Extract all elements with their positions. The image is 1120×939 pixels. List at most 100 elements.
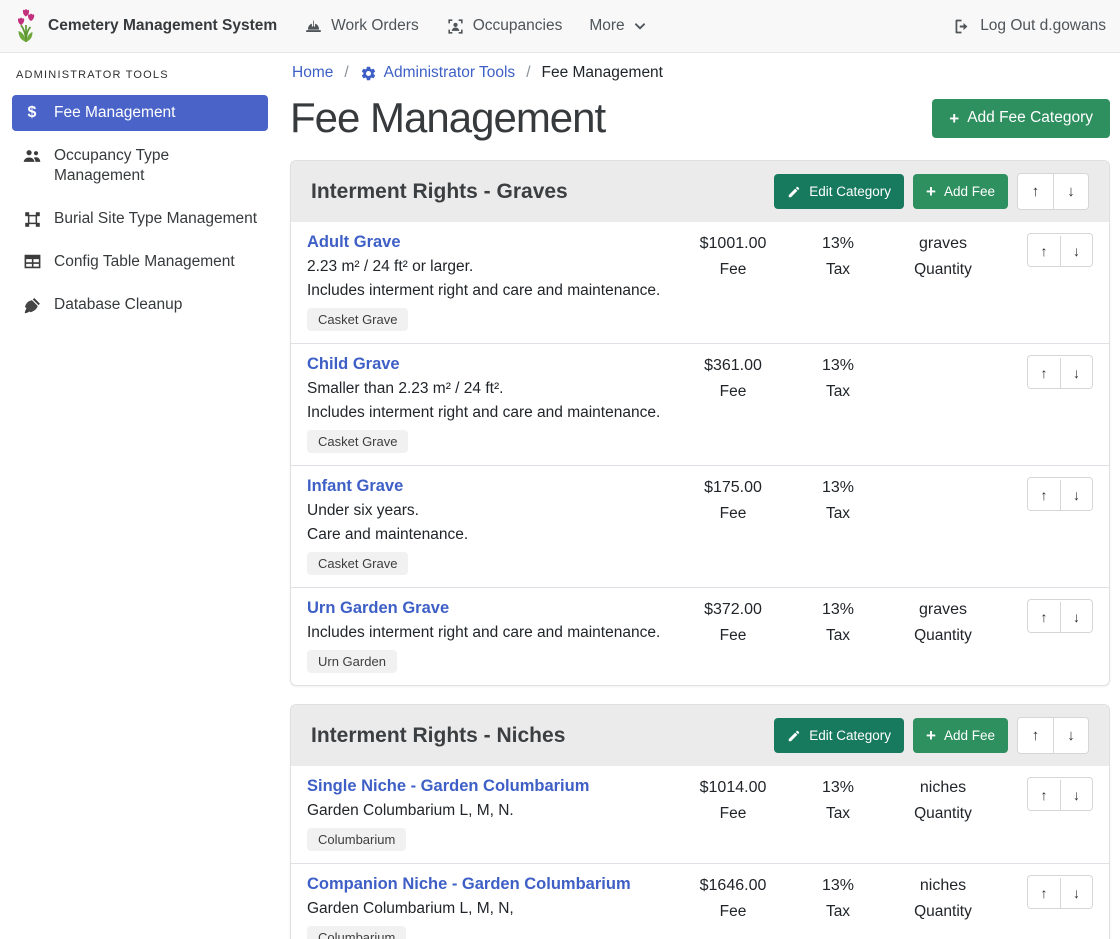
fee-descriptions: Includes interment right and care and ma…: [307, 624, 673, 642]
move-fee-up-button[interactable]: ↑: [1028, 236, 1060, 266]
nav-item-occupancies[interactable]: Occupancies: [446, 17, 563, 36]
move-fee-down-button[interactable]: ↓: [1060, 236, 1092, 266]
add-fee-button[interactable]: + Add Fee: [913, 718, 1008, 753]
move-fee-up-button[interactable]: ↑: [1028, 602, 1060, 632]
fee-name-link[interactable]: Urn Garden Grave: [307, 599, 449, 618]
add-fee-label: Add Fee: [944, 184, 995, 199]
sidebar: ADMINISTRATOR TOOLS $ Fee Management Occ…: [0, 53, 280, 939]
page-layout: ADMINISTRATOR TOOLS $ Fee Management Occ…: [0, 53, 1120, 939]
fee-category-card: Interment Rights - Graves Edit Category …: [290, 160, 1110, 686]
move-fee-down-button[interactable]: ↓: [1060, 878, 1092, 908]
edit-category-button[interactable]: Edit Category: [774, 718, 904, 753]
tax-value: 13%: [793, 479, 883, 497]
sidebar-item-database-cleanup[interactable]: Database Cleanup: [12, 287, 268, 323]
logout-button[interactable]: Log Out d.gowans: [952, 17, 1106, 36]
hard-hat-icon: [304, 17, 323, 36]
fee-description: Garden Columbarium L, M, N,: [307, 900, 673, 918]
category-body: Adult Grave 2.23 m² / 24 ft² or larger.I…: [291, 222, 1109, 685]
app-brand[interactable]: Cemetery Management System: [14, 9, 277, 43]
sidebar-item-burial-site-type-management[interactable]: Burial Site Type Management: [12, 201, 268, 237]
fee-tax-col: 13% Tax: [793, 875, 883, 921]
fee-name-link[interactable]: Child Grave: [307, 355, 400, 374]
top-navbar: Cemetery Management System Work Orders O…: [0, 0, 1120, 53]
move-fee-up-button[interactable]: ↑: [1028, 480, 1060, 510]
move-fee-up-button[interactable]: ↑: [1028, 780, 1060, 810]
tax-value: 13%: [793, 235, 883, 253]
move-fee-up-button[interactable]: ↑: [1028, 878, 1060, 908]
fee-category-card: Interment Rights - Niches Edit Category …: [290, 704, 1110, 939]
add-fee-category-button[interactable]: + Add Fee Category: [932, 99, 1110, 138]
move-category-down-button[interactable]: ↓: [1053, 718, 1088, 753]
move-fee-down-button[interactable]: ↓: [1060, 480, 1092, 510]
breadcrumb-admin-tools-link[interactable]: Administrator Tools: [360, 64, 516, 82]
add-fee-button[interactable]: + Add Fee: [913, 174, 1008, 209]
move-fee-down-button[interactable]: ↓: [1060, 358, 1092, 388]
fee-amount-label: Fee: [673, 627, 793, 645]
down-arrow-icon: ↓: [1067, 727, 1075, 744]
tax-label: Tax: [793, 903, 883, 921]
move-category-down-button[interactable]: ↓: [1053, 174, 1088, 209]
move-fee-up-button[interactable]: ↑: [1028, 358, 1060, 388]
breadcrumb-home-link[interactable]: Home: [292, 64, 333, 82]
add-fee-category-label: Add Fee Category: [967, 109, 1093, 127]
fee-descriptions: 2.23 m² / 24 ft² or larger.Includes inte…: [307, 258, 673, 300]
nav-item-label: Work Orders: [331, 17, 419, 35]
fee-row: Single Niche - Garden Columbarium Garden…: [291, 766, 1109, 863]
fee-name-link[interactable]: Single Niche - Garden Columbarium: [307, 777, 589, 796]
sidebar-item-fee-management[interactable]: $ Fee Management: [12, 95, 268, 131]
quantity-label: Quantity: [883, 261, 1003, 279]
fee-unit-col: graves Quantity: [883, 599, 1003, 645]
fee-amount-label: Fee: [673, 261, 793, 279]
fee-amount-col: $175.00 Fee: [673, 477, 793, 523]
fee-description: Includes interment right and care and ma…: [307, 404, 673, 422]
tax-value: 13%: [793, 877, 883, 895]
move-category-up-button[interactable]: ↑: [1018, 718, 1053, 753]
tax-label: Tax: [793, 383, 883, 401]
down-arrow-icon: ↓: [1073, 609, 1080, 625]
move-fee-down-button[interactable]: ↓: [1060, 780, 1092, 810]
category-reorder-group: ↑ ↓: [1017, 173, 1089, 210]
tax-label: Tax: [793, 505, 883, 523]
category-actions: Edit Category + Add Fee ↑ ↓: [774, 173, 1089, 210]
down-arrow-icon: ↓: [1073, 243, 1080, 259]
fee-description: 2.23 m² / 24 ft² or larger.: [307, 258, 673, 276]
fee-tax-col: 13% Tax: [793, 233, 883, 279]
move-fee-down-button[interactable]: ↓: [1060, 602, 1092, 632]
fee-amount-col: $1001.00 Fee: [673, 233, 793, 279]
category-title: Interment Rights - Graves: [311, 180, 774, 204]
category-header: Interment Rights - Graves Edit Category …: [291, 161, 1109, 222]
fee-description: Garden Columbarium L, M, N.: [307, 802, 673, 820]
fee-reorder-group: ↑ ↓: [1027, 233, 1093, 267]
vector-square-icon: [22, 210, 42, 229]
up-arrow-icon: ↑: [1041, 487, 1048, 503]
fee-reorder-group: ↑ ↓: [1027, 477, 1093, 511]
logout-label: Log Out d.gowans: [980, 17, 1106, 35]
fee-amount-col: $1014.00 Fee: [673, 777, 793, 823]
fee-unit-col: graves Quantity: [883, 233, 1003, 279]
sidebar-item-occupancy-type-management[interactable]: Occupancy Type Management: [12, 138, 268, 194]
tax-label: Tax: [793, 627, 883, 645]
fee-tax-col: 13% Tax: [793, 355, 883, 401]
edit-category-button[interactable]: Edit Category: [774, 174, 904, 209]
fee-name-link[interactable]: Companion Niche - Garden Columbarium: [307, 875, 631, 894]
down-arrow-icon: ↓: [1073, 487, 1080, 503]
sidebar-item-label: Occupancy Type Management: [54, 146, 258, 186]
nav-item-more[interactable]: More: [589, 17, 646, 35]
nav-item-work-orders[interactable]: Work Orders: [304, 17, 419, 36]
tax-value: 13%: [793, 779, 883, 797]
up-arrow-icon: ↑: [1041, 787, 1048, 803]
fee-description: Smaller than 2.23 m² / 24 ft².: [307, 380, 673, 398]
down-arrow-icon: ↓: [1073, 787, 1080, 803]
dollar-icon: $: [22, 104, 42, 122]
edit-category-label: Edit Category: [809, 184, 891, 199]
category-title: Interment Rights - Niches: [311, 724, 774, 748]
fee-name-link[interactable]: Infant Grave: [307, 477, 403, 496]
fee-description: Under six years.: [307, 502, 673, 520]
sidebar-item-config-table-management[interactable]: Config Table Management: [12, 244, 268, 280]
fee-info: Companion Niche - Garden Columbarium Gar…: [307, 875, 673, 939]
move-category-up-button[interactable]: ↑: [1018, 174, 1053, 209]
fee-unit-col: niches Quantity: [883, 777, 1003, 823]
breadcrumb-separator: /: [344, 64, 348, 82]
fee-name-link[interactable]: Adult Grave: [307, 233, 401, 252]
plus-icon: +: [926, 727, 936, 744]
